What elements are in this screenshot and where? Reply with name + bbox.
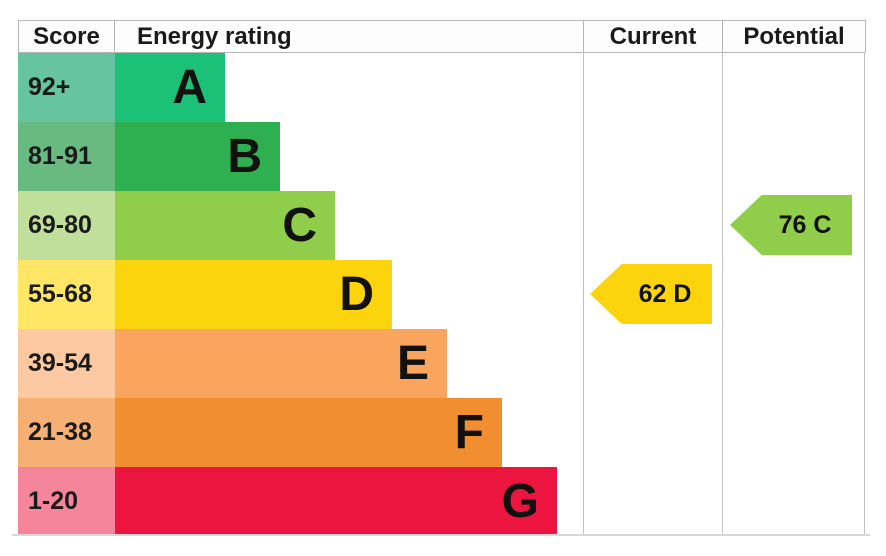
divider-potential-left: [722, 52, 723, 535]
header-score: Score: [18, 20, 115, 53]
band-score-cell-D: 55-68: [18, 260, 115, 329]
band-bar-F: F: [115, 398, 502, 467]
band-score-label: 81-91: [28, 142, 92, 170]
table-bottom-border: [12, 534, 870, 536]
band-letter: G: [501, 475, 539, 528]
band-score-label: 92+: [28, 73, 71, 101]
header-potential-label: Potential: [743, 22, 845, 50]
header-energy-rating: Energy rating: [114, 20, 584, 53]
potential-rating-label: 76 C: [778, 210, 832, 239]
band-score-label: 69-80: [28, 211, 92, 239]
band-score-label: 39-54: [28, 349, 92, 377]
header-score-label: Score: [33, 22, 100, 50]
band-bar-A: A: [115, 53, 225, 122]
header-current: Current: [583, 20, 723, 53]
divider-table-right: [864, 52, 865, 535]
band-bar-G: G: [115, 467, 557, 536]
band-score-cell-B: 81-91: [18, 122, 115, 191]
band-letter: E: [396, 337, 429, 390]
band-letter: D: [339, 268, 374, 321]
current-rating-label: 62 D: [638, 279, 692, 308]
band-letter: F: [454, 406, 484, 459]
band-bar-D: D: [115, 260, 392, 329]
band-bar-B: B: [115, 122, 280, 191]
band-bar-C: C: [115, 191, 335, 260]
band-score-cell-G: 1-20: [18, 467, 115, 536]
band-letter: B: [227, 130, 262, 183]
band-score-label: 1-20: [28, 487, 79, 515]
band-letter: A: [172, 61, 207, 114]
band-score-cell-A: 92+: [18, 53, 115, 122]
band-score-label: 21-38: [28, 418, 92, 446]
band-bar-E: E: [115, 329, 447, 398]
potential-rating-arrow: 76 C: [730, 195, 852, 255]
band-score-cell-C: 69-80: [18, 191, 115, 260]
header-energy-rating-label: Energy rating: [137, 22, 292, 50]
header-potential: Potential: [722, 20, 866, 53]
current-rating-arrow: 62 D: [590, 264, 712, 324]
header-current-label: Current: [609, 22, 697, 50]
band-score-cell-F: 21-38: [18, 398, 115, 467]
band-score-label: 55-68: [28, 280, 92, 308]
band-score-cell-E: 39-54: [18, 329, 115, 398]
band-letter: C: [282, 199, 317, 252]
divider-current-left: [583, 52, 584, 535]
